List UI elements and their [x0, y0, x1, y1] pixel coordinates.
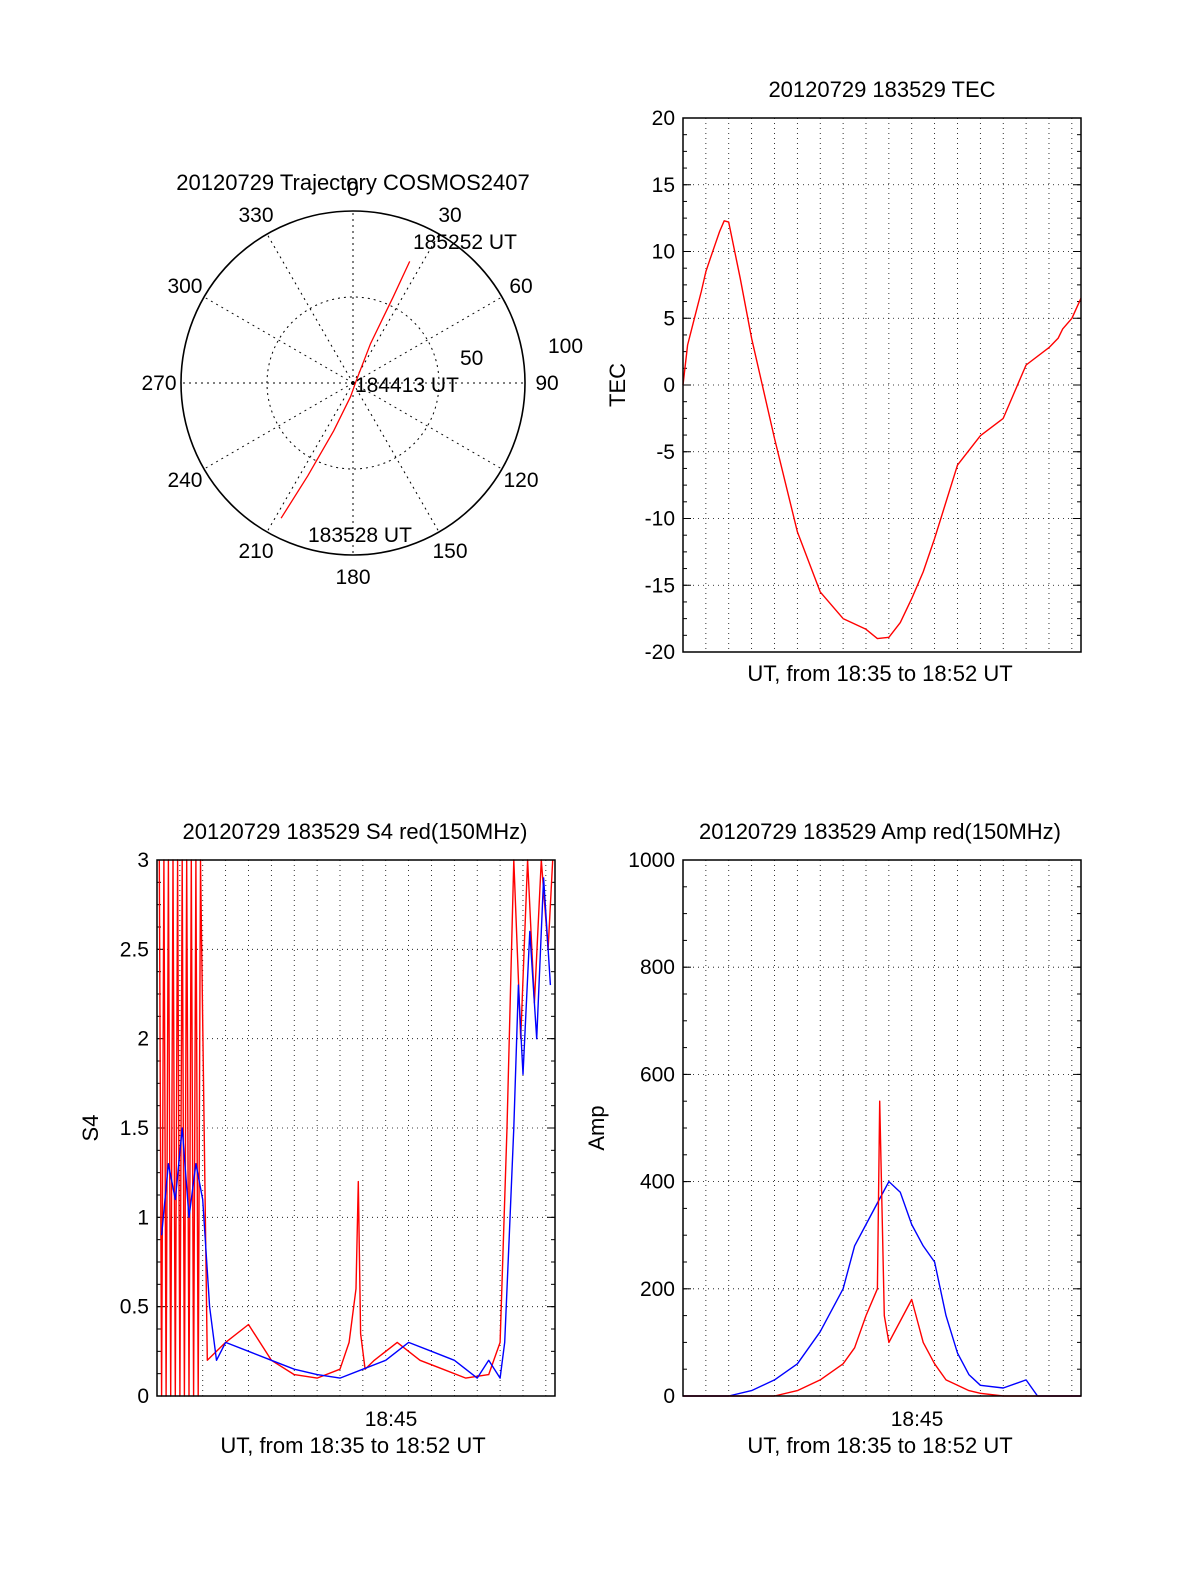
series-line-0 [683, 1180, 1081, 1397]
trajectory-line-0 [280, 261, 411, 519]
series-line-1 [683, 1100, 1081, 1397]
ytick-label: 5 [663, 307, 675, 330]
ytick-label: 200 [640, 1278, 675, 1301]
s4-ylabel: S4 [78, 1115, 103, 1142]
polar-angle-labels: 0 30 60 90 120 150 180 210 240 270 300 330 [141, 178, 558, 589]
tec-series [682, 220, 1082, 640]
ytick-label: 10 [652, 241, 675, 264]
ytick-label: 0 [663, 374, 675, 397]
polar-title: 20120729 Trajectory COSMOS2407 [176, 170, 529, 195]
ytick-label: -10 [645, 508, 675, 531]
s4-xlabel: UT, from 18:35 to 18:52 UT [220, 1433, 485, 1458]
tec-title: 20120729 183529 TEC [768, 77, 995, 102]
ytick-label: 0 [137, 1385, 149, 1408]
polar-spoke [203, 296, 354, 384]
s4-grid [157, 859, 555, 1397]
polar-angle-label-300: 300 [167, 275, 202, 298]
annotation-end-time: 185252 UT [413, 231, 517, 254]
s4-axes-frame [156, 859, 556, 1397]
amp-xlabel: UT, from 18:35 to 18:52 UT [747, 1433, 1012, 1458]
amp-series [683, 1100, 1081, 1397]
polar-angle-label-180: 180 [335, 566, 370, 589]
ytick-label: 400 [640, 1171, 675, 1194]
ytick-label: 800 [640, 956, 675, 979]
ytick-label: -15 [645, 574, 675, 597]
polar-spoke [352, 296, 503, 384]
s4-y-ticks: 3 2.5 2 1.5 1 0.5 0 [120, 849, 149, 1408]
tec-grid [683, 117, 1081, 653]
amp-panel: 20120729 183529 Amp red(150MHz) 1000 800 6… [584, 819, 1082, 1458]
ytick-label: 0 [663, 1385, 675, 1408]
ytick-label: 15 [652, 174, 675, 197]
tec-panel: 20120729 183529 TEC 20151050-5-10-15-20 … [605, 77, 1082, 686]
amp-title: 20120729 183529 Amp red(150MHz) [699, 819, 1061, 844]
ytick-label: 20 [652, 107, 675, 130]
polar-spoke [266, 382, 354, 533]
polar-angle-label-150: 150 [432, 540, 467, 563]
ytick-label: 1.5 [120, 1117, 149, 1140]
polar-angle-label-30: 30 [438, 204, 461, 227]
polar-outer-circle [180, 210, 526, 556]
radial-label-100: 100 [548, 335, 583, 358]
radial-label-50: 50 [460, 347, 483, 370]
polar-angle-label-90: 90 [535, 372, 558, 395]
series-line-0 [682, 220, 1082, 640]
amp-grid [683, 859, 1081, 1397]
ytick-label: 2.5 [120, 938, 149, 961]
tec-axes-frame [682, 117, 1082, 653]
polar-angle-label-0: 0 [347, 178, 359, 201]
ytick-label: -5 [656, 441, 675, 464]
series-line-0 [158, 859, 554, 1397]
polar-grid [180, 210, 526, 556]
tec-ylabel: TEC [605, 363, 630, 407]
ytick-label: 1000 [628, 849, 675, 872]
annotation-start-time: 183528 UT [308, 524, 412, 547]
s4-title: 20120729 183529 S4 red(150MHz) [183, 819, 528, 844]
polar-angle-label-60: 60 [509, 275, 532, 298]
ytick-label: 3 [137, 849, 149, 872]
polar-spoke [203, 382, 354, 470]
polar-panel: 20120729 Trajectory COSMOS2407 0 30 60 90 12… [141, 170, 583, 589]
amp-ylabel: Amp [584, 1105, 609, 1150]
ytick-label: -20 [645, 641, 675, 664]
amp-y-ticks: 1000 800 600 400 200 0 [628, 849, 675, 1408]
amp-xtick-1845: 18:45 [891, 1408, 944, 1431]
polar-angle-label-270: 270 [141, 372, 176, 395]
polar-angle-label-330: 330 [238, 204, 273, 227]
polar-angle-label-120: 120 [503, 469, 538, 492]
s4-series [158, 859, 554, 1397]
polar-spoke [352, 233, 440, 384]
polar-trajectory [280, 261, 411, 519]
ytick-label: 2 [137, 1028, 149, 1051]
polar-spoke [266, 233, 354, 384]
s4-panel: 20120729 183529 S4 red(150MHz) 3 2.5 2 1.5 1… [78, 819, 556, 1458]
polar-spoke [352, 382, 503, 470]
polar-spoke [352, 382, 440, 533]
annotation-mid-time: 184413 UT [355, 374, 459, 397]
tec-y-ticks: 20 15 10 5 0 -5 -10 -15 -20 [645, 107, 675, 664]
tec-xlabel: UT, from 18:35 to 18:52 UT [747, 661, 1012, 686]
ytick-label: 600 [640, 1063, 675, 1086]
polar-angle-label-240: 240 [167, 469, 202, 492]
ytick-label: 1 [137, 1206, 149, 1229]
amp-axes-frame [682, 859, 1082, 1397]
ytick-label: 0.5 [120, 1296, 149, 1319]
s4-xtick-1845: 18:45 [365, 1408, 418, 1431]
polar-angle-label-210: 210 [238, 540, 273, 563]
series-line-1 [160, 877, 552, 1379]
